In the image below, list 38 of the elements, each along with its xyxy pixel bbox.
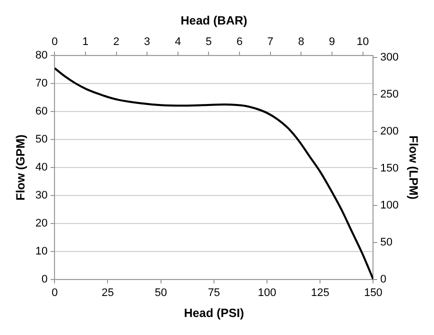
y-tick-label: 0 <box>42 273 48 286</box>
y-axis-title: Flow (GPM) <box>14 134 28 200</box>
x2-tick-label: 10 <box>356 36 369 48</box>
y2-tick-label: 0 <box>380 273 386 286</box>
y2-tick-label: 50 <box>380 236 392 248</box>
x-tick-label: 0 <box>52 287 58 300</box>
x2-axis-title: Head (BAR) <box>180 14 248 28</box>
x2-tick-label: 0 <box>52 36 58 48</box>
x2-tick-label: 1 <box>82 36 89 48</box>
x2-tick-label: 9 <box>328 36 336 48</box>
y2-tick-label: 100 <box>380 200 399 212</box>
y-tick-label: 10 <box>35 245 48 258</box>
x-tick-label: 75 <box>208 287 220 300</box>
y2-tick-label: 200 <box>380 126 399 138</box>
x-tick-label: 25 <box>102 287 114 300</box>
y-tick-label: 50 <box>35 134 48 146</box>
x-axis-title: Head (PSI) <box>184 306 244 320</box>
x2-tick-label: 4 <box>174 36 181 48</box>
y2-tick-label: 300 <box>380 52 399 64</box>
y2-tick-label: 150 <box>380 162 399 175</box>
x2-tick-label: 7 <box>267 36 274 48</box>
y2-tick-label: 250 <box>380 88 399 101</box>
y-tick-label: 80 <box>35 50 48 62</box>
y-tick-label: 20 <box>35 217 48 230</box>
y-tick-label: 60 <box>35 106 48 118</box>
y-tick-label: 70 <box>35 78 48 90</box>
x-tick-label: 125 <box>310 287 330 300</box>
x2-tick-label: 5 <box>206 36 212 48</box>
x-tick-label: 50 <box>154 287 167 300</box>
x2-tick-label: 6 <box>236 36 243 48</box>
y-tick-label: 30 <box>35 190 48 202</box>
x-tick-label: 150 <box>364 287 382 300</box>
y2-axis-title: Flow (LPM) <box>406 136 420 200</box>
x2-tick-label: 8 <box>298 36 304 48</box>
y-tick-label: 40 <box>35 162 48 174</box>
x2-tick-label: 2 <box>113 36 120 48</box>
x-tick-label: 100 <box>258 287 276 300</box>
x2-tick-label: 3 <box>144 36 150 48</box>
